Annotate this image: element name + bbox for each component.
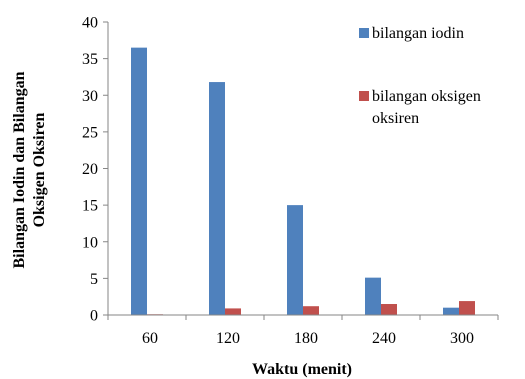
legend: bilangan iodin bilangan oksigen oksiren <box>359 25 481 127</box>
x-tick-label: 300 <box>450 330 474 347</box>
bar-series-2 <box>381 304 397 315</box>
bar-series-1 <box>131 47 147 315</box>
bar-series-1 <box>443 307 459 315</box>
legend-swatch <box>359 91 369 101</box>
x-axis-title: Waktu (menit) <box>252 361 352 378</box>
y-axis-title-line-2: Oksigen Oksiren <box>31 112 48 227</box>
y-tick-label: 20 <box>82 161 98 178</box>
legend-label: oksiren <box>372 110 419 127</box>
legend-label: bilangan oksigen <box>372 88 481 105</box>
x-tick-label: 240 <box>372 330 396 347</box>
x-tick-label: 60 <box>142 330 158 347</box>
y-axis-ticks: 0 5 10 15 20 25 30 35 40 <box>82 15 108 325</box>
x-tick-label: 180 <box>294 330 318 347</box>
y-tick-label: 35 <box>82 51 98 68</box>
y-tick-label: 10 <box>82 234 98 251</box>
bar-series-2 <box>303 306 319 315</box>
y-tick-label: 25 <box>82 124 98 141</box>
bar-series-2 <box>225 308 241 315</box>
bar-series-2 <box>459 301 475 315</box>
y-tick-label: 15 <box>82 198 98 215</box>
legend-swatch <box>359 28 369 38</box>
x-tick-label: 120 <box>216 330 240 347</box>
bar-series-1 <box>287 205 303 315</box>
y-tick-label: 40 <box>82 15 98 32</box>
y-tick-label: 5 <box>90 271 98 288</box>
bars <box>131 47 475 315</box>
y-tick-label: 30 <box>82 88 98 105</box>
legend-label: bilangan iodin <box>372 25 464 42</box>
y-tick-label: 0 <box>90 308 98 325</box>
bar-series-1 <box>365 277 381 315</box>
x-axis-ticks: 60 120 180 240 300 <box>107 315 499 347</box>
y-axis-title-line-1: Bilangan Iodin dan Bilangan <box>11 71 28 268</box>
y-axis-title: Bilangan Iodin dan Bilangan Oksigen Oksi… <box>11 71 48 268</box>
bar-series-1 <box>209 82 225 315</box>
